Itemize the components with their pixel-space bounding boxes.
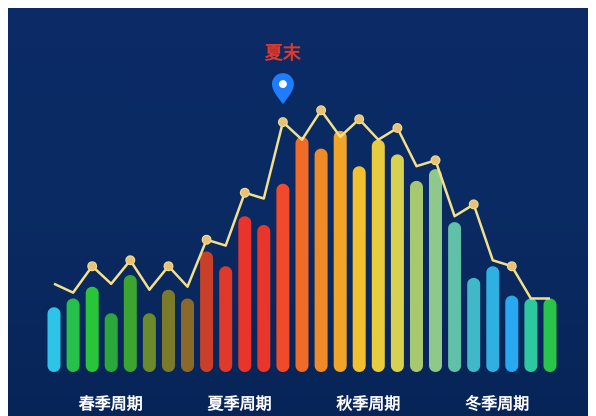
bar-9[interactable]	[200, 251, 214, 373]
line-point-25[interactable]	[506, 261, 517, 272]
line-point-9[interactable]	[201, 234, 212, 245]
line-point-13[interactable]	[277, 117, 288, 128]
bar-22[interactable]	[448, 222, 462, 372]
line-point-23[interactable]	[468, 199, 479, 210]
line-point-15[interactable]	[316, 105, 327, 116]
season-label: 春季周期	[78, 394, 143, 413]
bar-7[interactable]	[162, 289, 175, 372]
marker-label: 夏末	[265, 42, 302, 64]
bar-20[interactable]	[410, 180, 423, 372]
bar-26[interactable]	[524, 298, 538, 373]
chart-panel: 春季周期 夏季周期 秋季周期 冬季周期 夏末	[8, 8, 588, 416]
line-point-17[interactable]	[354, 114, 365, 125]
bar-21[interactable]	[429, 169, 442, 372]
bar-27[interactable]	[543, 298, 557, 373]
location-pin-icon[interactable]	[271, 73, 294, 105]
bar-23[interactable]	[467, 277, 481, 372]
bar-2[interactable]	[66, 298, 80, 373]
line-point-19[interactable]	[392, 123, 403, 133]
line-point-21[interactable]	[430, 155, 441, 166]
season-label: 冬季周期	[465, 394, 529, 413]
season-bar-line-chart: 春季周期 夏季周期 秋季周期 冬季周期 夏末	[47, 42, 557, 413]
bar-1[interactable]	[47, 307, 61, 372]
bar-16[interactable]	[333, 130, 347, 372]
bar-25[interactable]	[505, 295, 519, 372]
bar-17[interactable]	[352, 166, 366, 372]
bar-8[interactable]	[181, 298, 194, 373]
line-point-5[interactable]	[125, 255, 136, 266]
bar-13[interactable]	[276, 183, 290, 372]
season-label: 秋季周期	[336, 394, 400, 413]
line-point-7[interactable]	[163, 261, 174, 272]
bar-19[interactable]	[390, 154, 404, 372]
bar-24[interactable]	[486, 266, 500, 372]
bar-10[interactable]	[219, 266, 233, 372]
bar-6[interactable]	[142, 313, 156, 372]
bar-11[interactable]	[238, 216, 252, 372]
line-point-3[interactable]	[87, 261, 98, 272]
bar-4[interactable]	[104, 313, 118, 372]
bar-3[interactable]	[85, 286, 99, 372]
bar-18[interactable]	[371, 139, 385, 372]
bar-5[interactable]	[123, 275, 137, 372]
line-point-11[interactable]	[239, 187, 250, 198]
bar-15[interactable]	[314, 148, 328, 372]
bar-12[interactable]	[257, 225, 271, 372]
season-label: 夏季周期	[207, 394, 272, 413]
bar-14[interactable]	[295, 136, 309, 372]
trend-line	[53, 109, 550, 300]
